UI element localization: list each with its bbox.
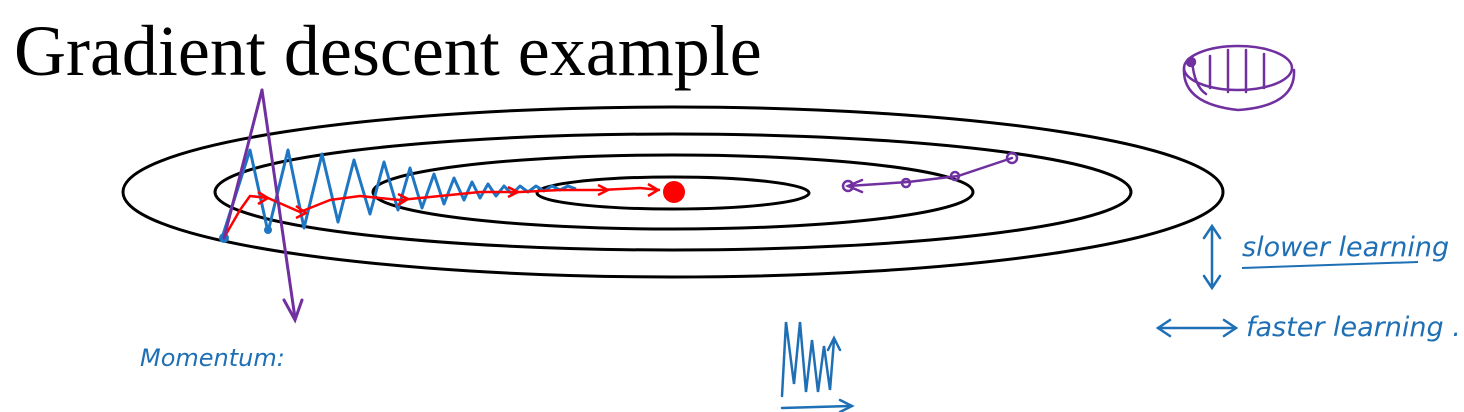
minimum-point (663, 181, 685, 203)
contour-outer (121, 105, 1225, 279)
faster-learning-label: faster learning . (1246, 312, 1461, 343)
contour-center (535, 175, 811, 211)
momentum-path (223, 186, 661, 237)
slide-title: Gradient descent example (14, 11, 762, 91)
contour-middle (213, 132, 1133, 252)
oscillation-path (220, 148, 577, 239)
bowl-sketch (1182, 44, 1296, 112)
contour-inner (371, 153, 975, 231)
purple-vertical-step (222, 88, 304, 324)
oscillation-bounce-point (264, 226, 272, 234)
oscillation-sketch (780, 321, 855, 412)
momentum-arrowheads (257, 182, 661, 220)
purple-steps-right (841, 151, 1019, 194)
contour-lines (121, 105, 1225, 279)
momentum-label: Momentum: (140, 344, 285, 372)
slower-learning-label: slower learning (1242, 232, 1450, 263)
vertical-double-arrow (1202, 223, 1222, 291)
horizontal-double-arrow (1155, 318, 1239, 338)
slower-learning-underline (1241, 261, 1419, 269)
